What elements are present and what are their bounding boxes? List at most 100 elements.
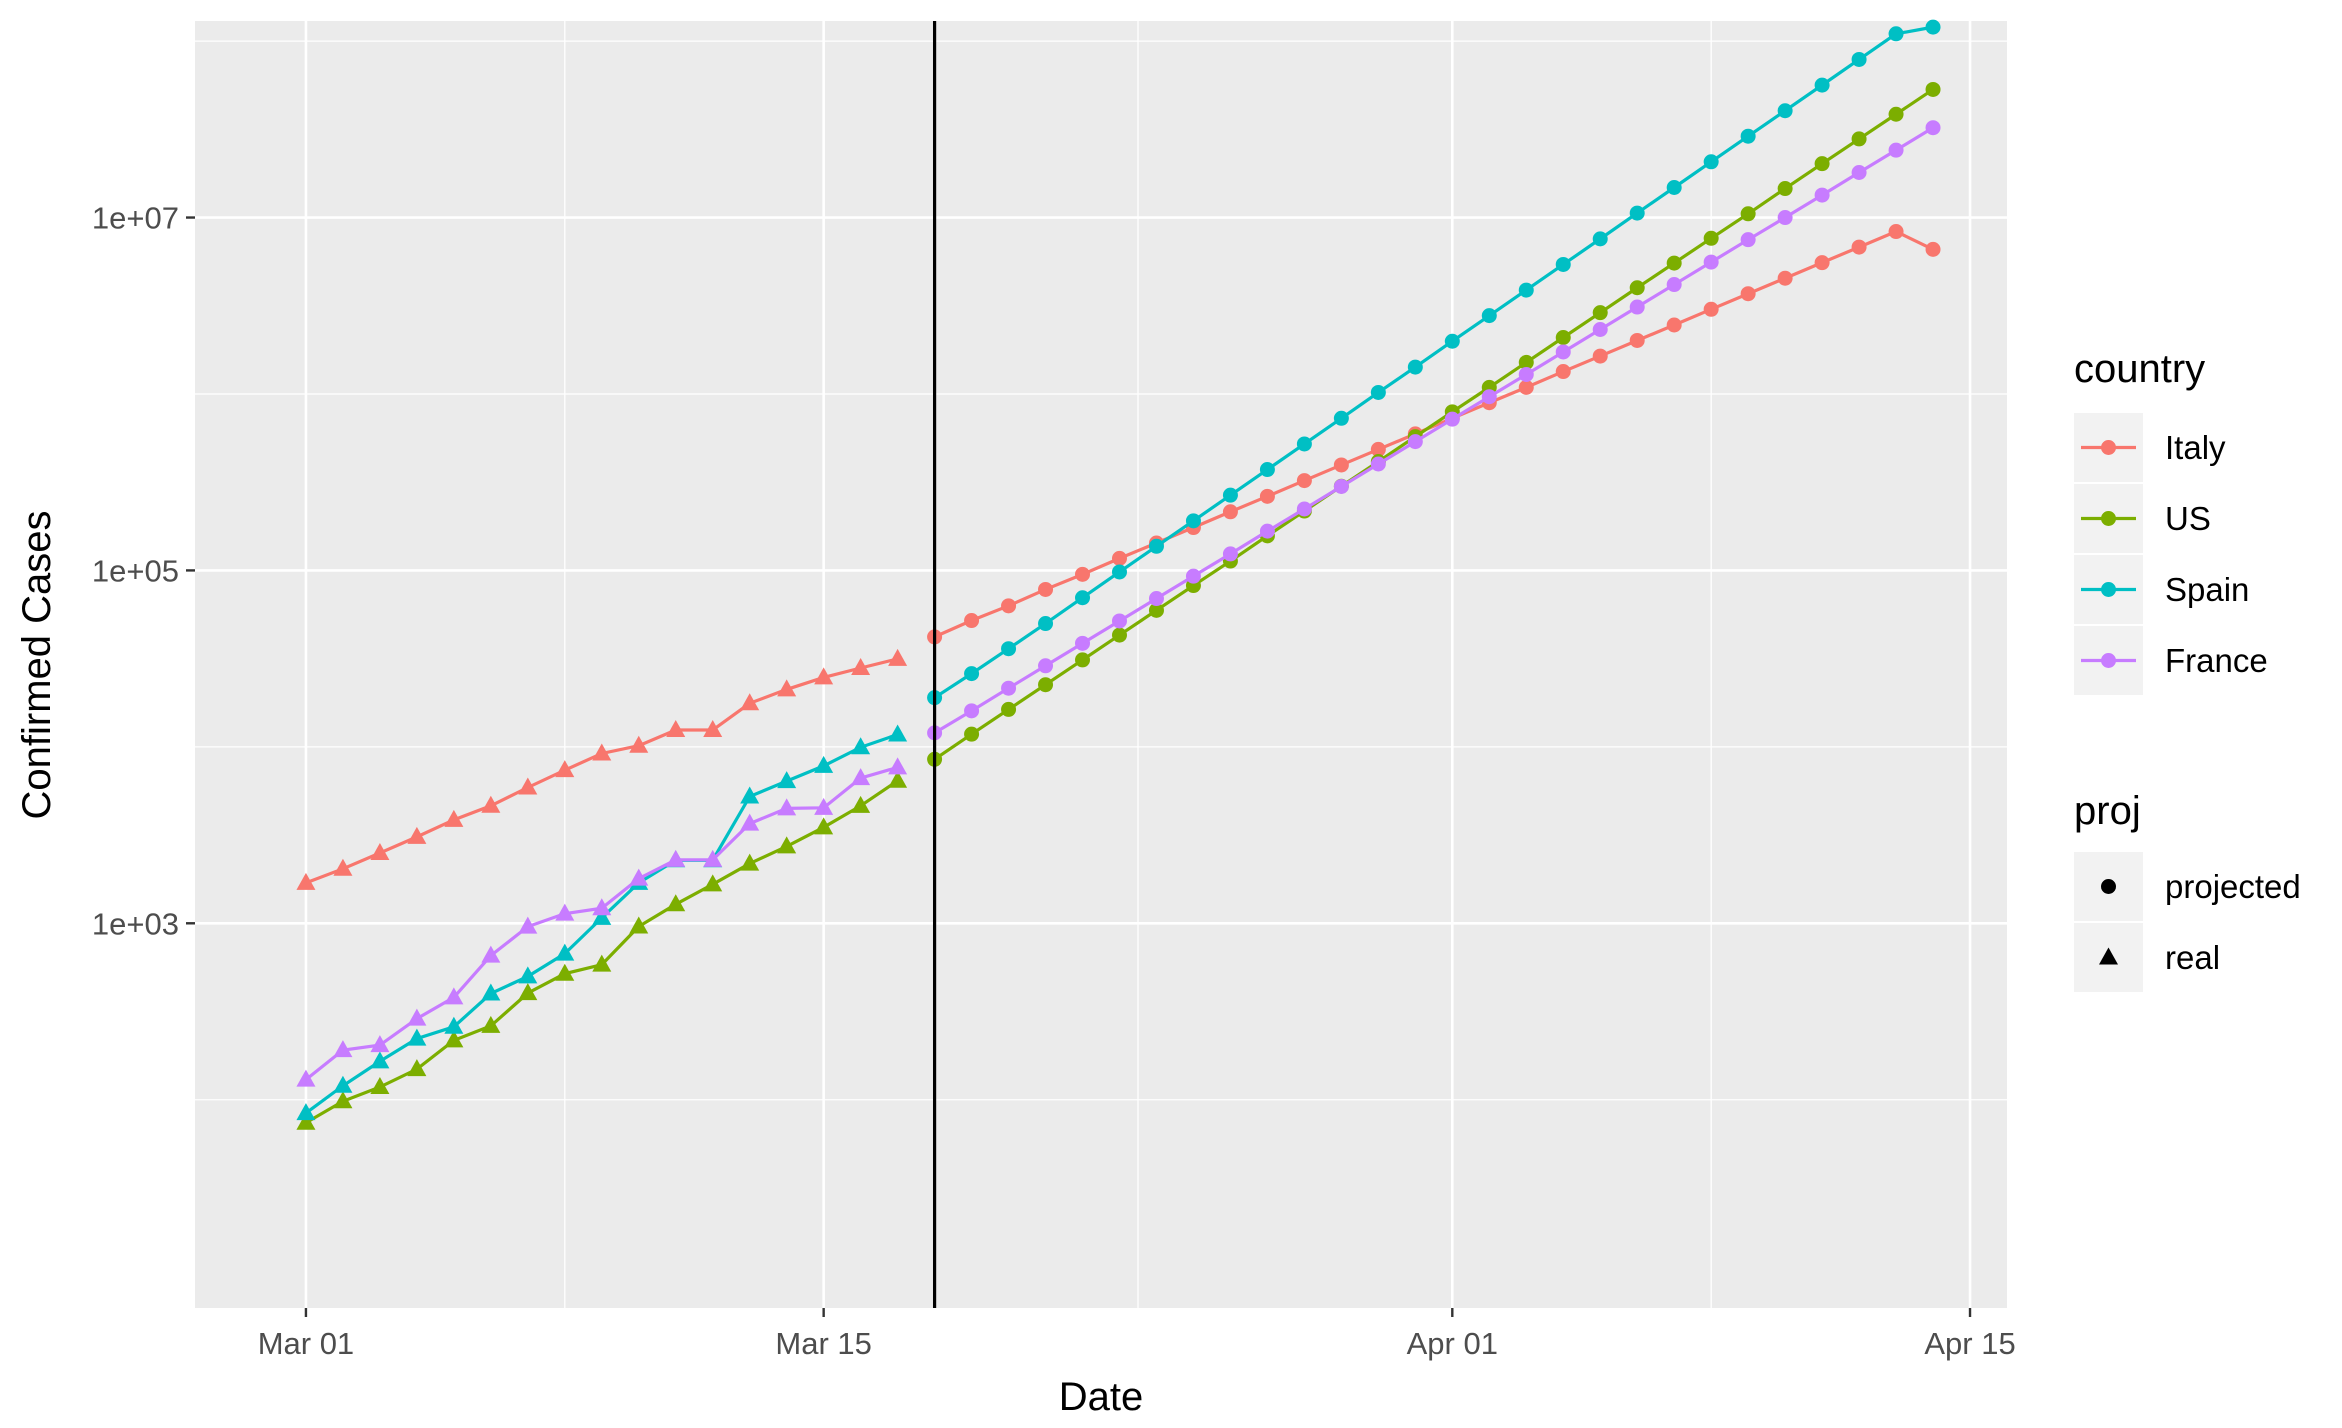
point-spain-projected	[1222, 487, 1238, 503]
point-france-projected	[1888, 142, 1904, 158]
point-france-projected	[1666, 277, 1682, 293]
point-us-projected	[1001, 701, 1017, 717]
point-france-real	[814, 797, 834, 815]
point-spain-real	[518, 966, 538, 984]
point-spain-real	[407, 1028, 427, 1046]
point-italy-projected	[1038, 581, 1054, 597]
point-spain-projected	[1851, 51, 1867, 67]
point-us-projected	[1075, 652, 1091, 668]
series-spain	[296, 19, 1941, 1121]
point-france-real	[777, 798, 797, 816]
point-italy-projected	[1296, 473, 1312, 489]
point-italy-projected	[1925, 241, 1941, 257]
point-spain-projected	[1666, 180, 1682, 196]
point-italy-real	[777, 679, 797, 697]
point-spain-real	[592, 907, 612, 925]
point-us-projected	[1555, 329, 1571, 345]
point-france-projected	[1518, 366, 1534, 382]
point-italy-projected	[1629, 332, 1645, 348]
point-france-projected	[1259, 523, 1275, 539]
point-italy-projected	[1259, 488, 1275, 504]
y-tick-label: 1e+07	[92, 201, 179, 236]
point-us-projected	[1851, 131, 1867, 147]
point-spain-projected	[1075, 590, 1091, 606]
point-italy-real	[407, 826, 427, 844]
point-france-projected	[1592, 321, 1608, 337]
point-us-projected	[1703, 230, 1719, 246]
legend-label-spain: Spain	[2165, 571, 2249, 608]
point-italy-real	[444, 809, 464, 827]
point-france-real	[407, 1008, 427, 1026]
point-us-projected	[1888, 106, 1904, 122]
point-france-real	[740, 813, 760, 831]
point-spain-projected	[1555, 256, 1571, 272]
point-us-projected	[964, 726, 980, 742]
point-us-real	[740, 853, 760, 871]
point-italy-projected	[1592, 348, 1608, 364]
point-italy-real	[814, 667, 834, 685]
point-spain-projected	[1444, 333, 1460, 349]
point-us-real	[814, 817, 834, 835]
point-italy-projected	[1666, 317, 1682, 333]
point-italy-projected	[1777, 270, 1793, 286]
point-spain-real	[481, 983, 501, 1001]
legend-key-point	[2101, 582, 2116, 597]
point-us-projected	[1666, 255, 1682, 271]
y-axis-ticks: 1e+03 1e+05 1e+07	[92, 201, 195, 941]
point-us-projected	[1518, 354, 1534, 370]
legend-title-proj: proj	[2074, 789, 2141, 833]
point-italy-real	[555, 760, 575, 778]
legend-label-us: US	[2165, 500, 2211, 537]
point-spain-projected	[1370, 384, 1386, 400]
point-italy-projected	[1222, 504, 1238, 520]
point-us-real	[703, 874, 723, 892]
legend-color-entries: Italy US Spain France	[2074, 413, 2268, 695]
point-france-projected	[1851, 165, 1867, 181]
y-axis-title: Confirmed Cases	[15, 510, 59, 819]
point-us-real	[518, 983, 538, 1001]
legend-item-projected: projected	[2074, 852, 2301, 921]
point-spain-projected	[1038, 616, 1054, 632]
point-spain-projected	[1111, 564, 1127, 580]
point-france-real	[296, 1069, 316, 1087]
point-france-real	[518, 916, 538, 934]
point-italy-real	[888, 648, 908, 666]
point-france-projected	[1148, 591, 1164, 607]
x-axis-ticks: Mar 01 Mar 15 Apr 01 Apr 15	[258, 1308, 2016, 1361]
point-italy-real	[629, 735, 649, 753]
point-france-real	[666, 849, 686, 867]
point-france-real	[888, 757, 908, 775]
point-france-projected	[1407, 434, 1423, 450]
point-spain-real	[777, 771, 797, 789]
legend-item-spain: Spain	[2074, 555, 2249, 624]
point-spain-real	[333, 1075, 353, 1093]
x-tick-label: Mar 15	[775, 1326, 871, 1361]
point-spain-real	[851, 737, 871, 755]
point-us-real	[629, 916, 649, 934]
point-us-projected	[1925, 81, 1941, 97]
point-us-projected	[1629, 280, 1645, 296]
point-spain-projected	[1814, 77, 1830, 93]
point-us-projected	[1111, 627, 1127, 643]
point-us-real	[333, 1091, 353, 1109]
point-france-projected	[1038, 658, 1054, 674]
legend-key-triangle	[2099, 947, 2118, 965]
point-spain-real	[296, 1103, 316, 1121]
point-france-projected	[1075, 635, 1091, 651]
point-france-projected	[1814, 187, 1830, 203]
x-axis-title: Date	[1059, 1375, 1144, 1419]
point-italy-projected	[1001, 598, 1017, 614]
point-france-projected	[1555, 344, 1571, 360]
point-france-real	[481, 945, 501, 963]
point-italy-real	[851, 658, 871, 676]
point-italy-real	[592, 743, 612, 761]
point-spain-projected	[1629, 205, 1645, 221]
point-france-projected	[1222, 546, 1238, 562]
point-italy-projected	[1518, 379, 1534, 395]
point-us-real	[592, 954, 612, 972]
point-france-projected	[1370, 456, 1386, 472]
point-italy-projected	[1111, 550, 1127, 566]
point-italy-real	[296, 872, 316, 890]
point-france-projected	[1703, 254, 1719, 270]
point-france-projected	[1111, 613, 1127, 629]
